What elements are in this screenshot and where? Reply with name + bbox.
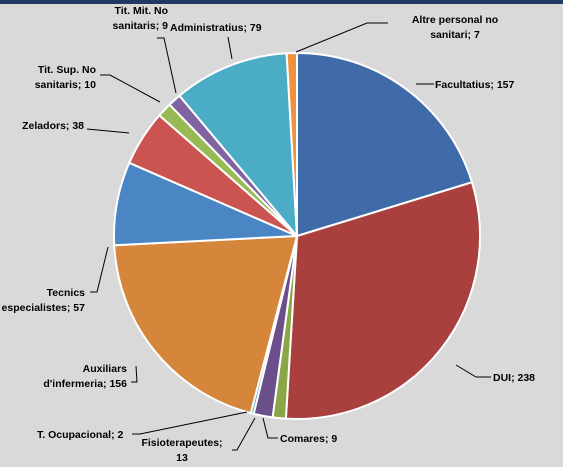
data-label-line: sanitari; 7 [430,29,480,41]
data-label-line: sanitaris; 9 [113,20,169,32]
pie-slice-altre-personal-no-sanitari [285,51,298,237]
data-label-line: d'infermeria; 156 [43,378,127,390]
data-label-line: Zeladors; 38 [22,120,84,132]
leader-line-tit-mit-no-sanitaris [157,37,177,94]
data-label-line: Fisioterapeutes; [141,437,222,449]
pie-slice-auxiliars-d-infermeria [113,234,299,415]
data-label-tecnics-especialistes: Tecnics especialistes; 57 [2,287,86,314]
leader-line-administratius [227,36,233,60]
data-label-line: especialistes; 57 [2,302,86,314]
data-label-line: DUI; 238 [493,372,535,384]
leader-line-t-ocupacional [132,411,248,435]
data-label-line: Tit. Sup. No [38,64,96,76]
data-label-t-ocupacional: T. Ocupacional; 2 [37,429,124,441]
pie-slice-dui [284,181,482,420]
data-label-tit-sup-no-sanitaris: Tit. Sup. No sanitaris; 10 [35,64,96,91]
data-label-line: Auxiliars [83,363,128,375]
data-label-line: sanitaris; 10 [35,79,96,91]
data-label-zeladors: Zeladors; 38 [22,120,84,132]
data-label-administratius: Administratius; 79 [170,22,262,34]
data-label-auxiliars-d-infermeria: Auxiliars d'infermeria; 156 [43,363,127,390]
data-label-line: Tit. Mit. No [115,5,168,17]
pie-slice-administratius [178,52,299,239]
data-label-comares: Comares; 9 [280,433,337,445]
leader-line-zeladors [86,128,130,134]
data-label-line: T. Ocupacional; 2 [37,429,124,441]
leader-line-altre-personal-no-sanitari [295,22,388,53]
data-label-facultatius: Facultatius; 157 [435,79,515,91]
data-label-altre-personal-no-sanitari: Altre personal no sanitari; 7 [412,14,498,41]
leader-line-fisioterapeutes [232,417,256,451]
data-label-line: Comares; 9 [280,433,337,445]
data-label-fisioterapeutes: Fisioterapeutes; 13 [141,437,222,464]
leader-line-auxiliars-d-infermeria [131,365,138,383]
data-label-line: Facultatius; 157 [435,79,515,91]
leader-line-tit-sup-no-sanitaris [100,74,161,103]
data-label-line: Altre personal no [412,14,498,26]
data-label-line: Tecnics [47,287,85,299]
leader-line-dui [455,364,491,378]
pie-slice-facultatius [296,51,474,238]
data-label-dui: DUI; 238 [493,372,535,384]
data-label-line: Administratius; 79 [170,22,262,34]
leader-line-comares [262,417,278,439]
data-label-line: 13 [176,452,188,464]
data-label-tit-mit-no-sanitaris: Tit. Mit. No sanitaris; 9 [113,5,169,32]
leader-line-tecnics-especialistes [90,246,109,293]
top-rule [0,0,563,4]
